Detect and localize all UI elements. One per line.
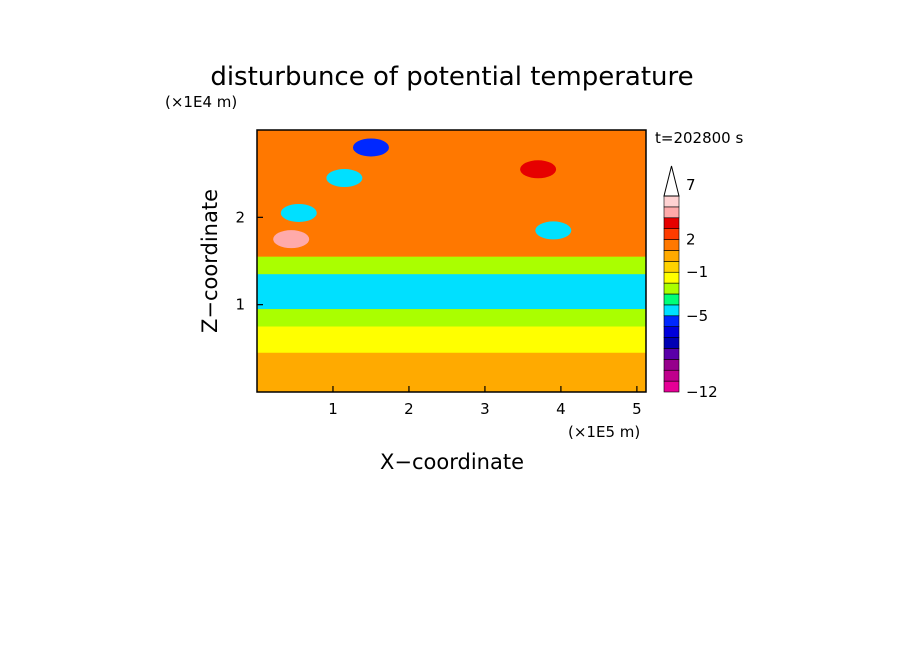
colorbar-swatch <box>663 217 680 229</box>
y-tick-label: 2 <box>235 208 245 226</box>
time-label: t=202800 s <box>655 129 743 147</box>
y-tick-label: 1 <box>235 296 245 314</box>
heatmap-feature-0 <box>352 138 389 157</box>
colorbar-swatch <box>663 239 680 251</box>
colorbar-swatch <box>663 304 680 317</box>
heatmap-feature-1 <box>326 169 363 188</box>
x-axis: 1 2 3 4 5 <box>328 386 642 418</box>
colorbar-swatch <box>663 271 680 284</box>
colorbar-swatch <box>663 293 680 306</box>
colorbar-label: −5 <box>686 307 708 325</box>
heatmap-feature-3 <box>535 221 572 240</box>
colorbar: −12−5−127 <box>663 165 718 401</box>
colorbar-swatch <box>663 380 680 393</box>
x-tick-label: 3 <box>480 400 490 418</box>
colorbar-swatch <box>663 282 680 295</box>
x-tick-label: 1 <box>328 400 338 418</box>
x-unit-label: (×1E5 m) <box>568 423 640 441</box>
colorbar-label: 7 <box>686 176 696 194</box>
colorbar-label: 2 <box>686 231 696 249</box>
heatmap-plot-area <box>257 130 646 392</box>
heatmap-band-3 <box>257 274 646 310</box>
colorbar-swatch <box>663 250 680 262</box>
heatmap-band-2 <box>257 309 646 327</box>
colorbar-swatch <box>663 359 680 371</box>
heatmap-feature-5 <box>273 230 310 249</box>
chart-title: disturbunce of potential temperature <box>210 62 693 92</box>
colorbar-swatch <box>663 261 680 273</box>
colorbar-swatch <box>663 206 680 219</box>
x-tick-label: 4 <box>556 400 566 418</box>
heatmap-band-0 <box>257 352 646 392</box>
colorbar-swatch <box>663 369 680 382</box>
colorbar-swatch <box>663 348 680 360</box>
heatmap-band-5 <box>257 130 646 257</box>
heatmap-feature-4 <box>520 160 557 179</box>
y-axis-label: Z−coordinate <box>198 189 222 333</box>
colorbar-swatch <box>663 337 680 349</box>
colorbar-swatch <box>663 326 680 338</box>
heatmap-band-4 <box>257 256 646 275</box>
x-tick-label: 2 <box>404 400 414 418</box>
plot-frame <box>256 129 647 393</box>
heatmap-feature-2 <box>280 203 317 222</box>
colorbar-swatch <box>663 195 680 208</box>
colorbar-label: −1 <box>686 263 708 281</box>
heatmap-band-1 <box>257 326 646 353</box>
x-tick-label: 5 <box>632 400 642 418</box>
colorbar-extend-arrow <box>663 165 680 197</box>
y-unit-label: (×1E4 m) <box>165 93 237 111</box>
y-axis: 12 <box>235 208 263 314</box>
x-axis-label: X−coordinate <box>380 450 524 474</box>
colorbar-swatch <box>663 315 680 327</box>
colorbar-label: −12 <box>686 383 718 401</box>
colorbar-swatch <box>663 228 680 240</box>
